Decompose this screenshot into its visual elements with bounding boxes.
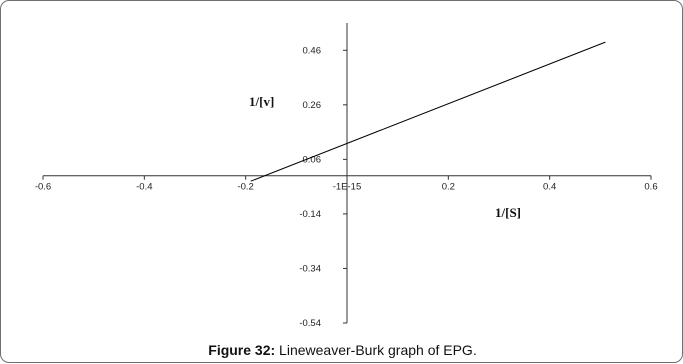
series-line-1 (250, 41, 606, 182)
x-tick-label: -0.2 (237, 182, 253, 193)
y-tick-label: -0.54 (299, 318, 321, 329)
y-tick-label: 0.06 (303, 154, 322, 165)
y-axis-title: 1/[v] (249, 94, 274, 109)
y-tick-label: -0.34 (299, 263, 321, 274)
x-tick-label: 0.2 (442, 182, 455, 193)
x-tick-label: 0.6 (644, 182, 657, 193)
x-tick-label: -0.6 (35, 182, 51, 193)
caption-text: Lineweaver-Burk graph of EPG. (275, 342, 477, 358)
x-tick-labels: -0.6 -0.4 -0.2 -1E-15 0.2 0.4 0.6 (35, 175, 658, 193)
x-tick-label: 0.4 (543, 182, 556, 193)
x-tick-label: -0.4 (136, 182, 152, 193)
series-layer (250, 41, 606, 182)
y-tick-labels: 0.46 0.26 0.06 -0.14 -0.34 -0.54 (299, 45, 347, 329)
y-tick-label: 0.46 (303, 45, 322, 56)
axes (43, 23, 651, 323)
x-axis-title: 1/[S] (495, 205, 521, 220)
figure-caption: Figure 32: Lineweaver-Burk graph of EPG. (1, 342, 683, 358)
y-tick-label: 0.26 (303, 100, 322, 111)
y-tick-label: -0.14 (299, 209, 321, 220)
x-tick-label: -1E-15 (333, 182, 362, 193)
caption-label: Figure 32: (208, 342, 276, 358)
